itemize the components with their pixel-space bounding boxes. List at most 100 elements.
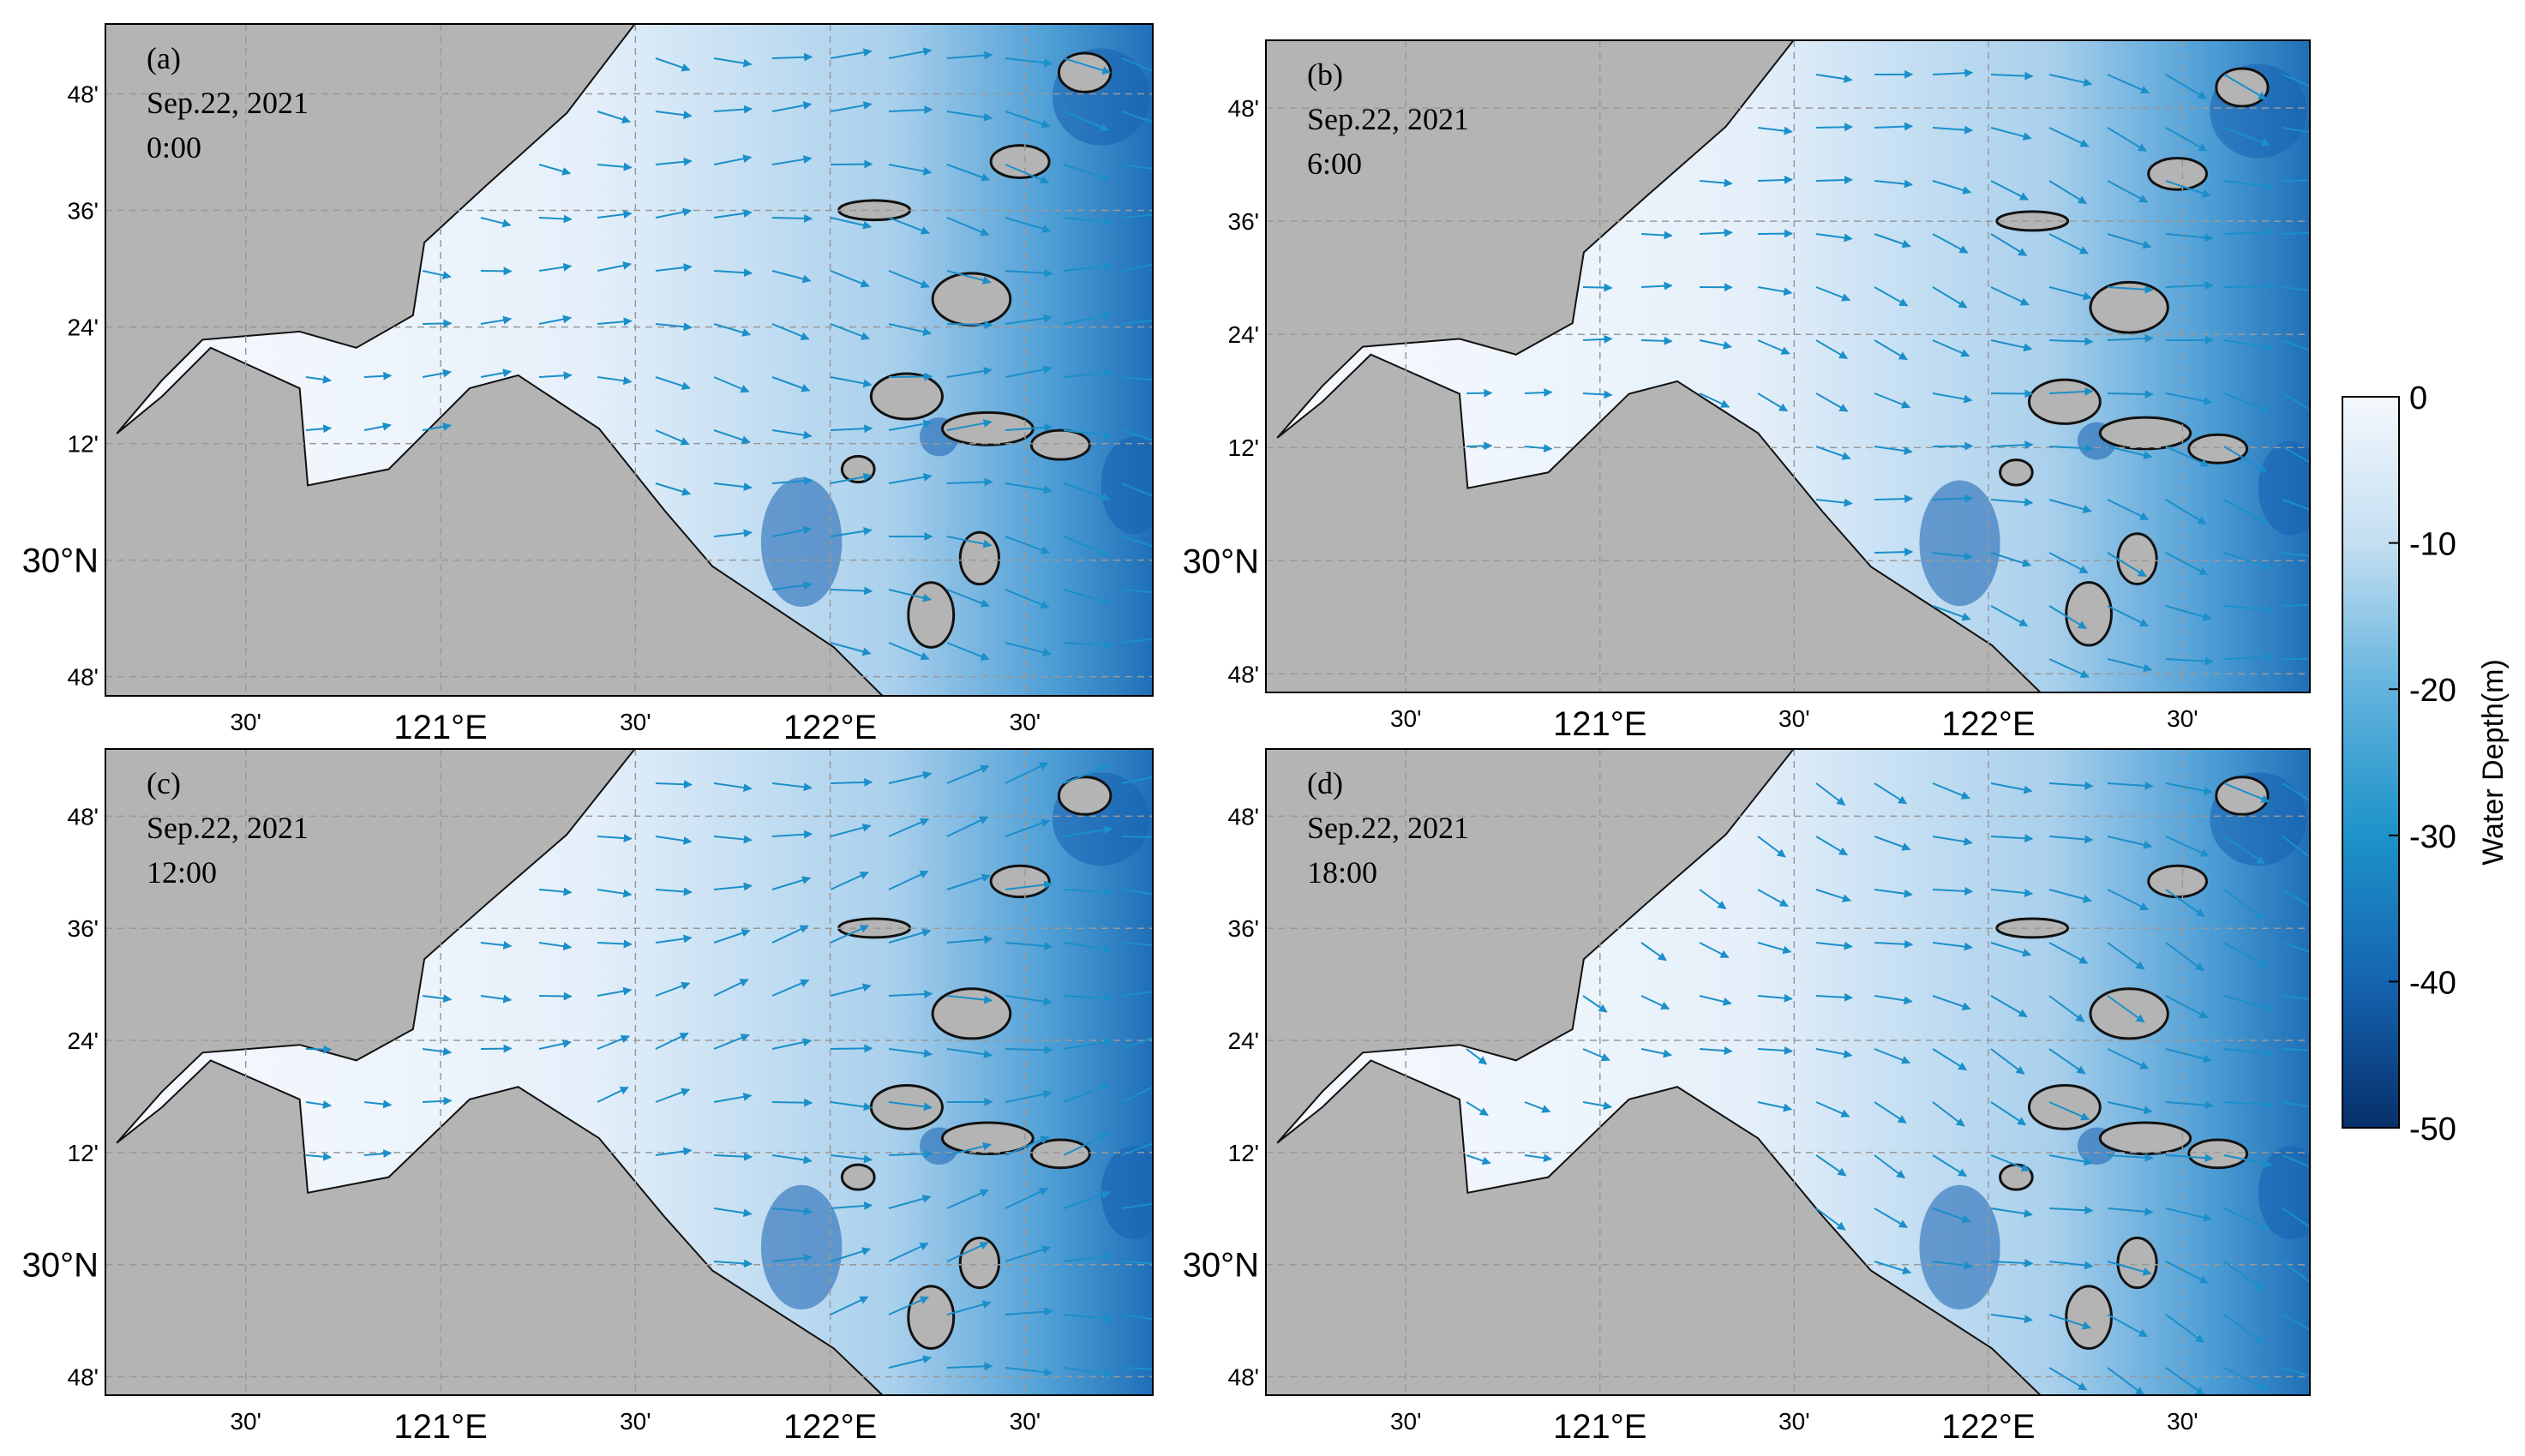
current-arrow: [2282, 1154, 2310, 1168]
current-arrow: [888, 1048, 933, 1058]
current-arrow: [713, 268, 753, 278]
current-arrow: [1121, 1367, 1153, 1370]
current-arrow: [1121, 429, 1153, 441]
y-axis-label: 24': [68, 315, 99, 341]
panel-border: [1265, 748, 2311, 1396]
current-arrow: [713, 105, 753, 114]
current-arrow: [422, 319, 453, 328]
current-arrow: [830, 526, 873, 537]
x-axis-label: 30': [1390, 705, 1422, 732]
current-arrow: [1005, 482, 1053, 494]
current-arrow: [1990, 942, 2032, 957]
water: [116, 749, 1153, 1395]
current-arrow: [2282, 179, 2310, 182]
panel-label: (d): [1307, 766, 1343, 800]
current-arrow: [1874, 1101, 1907, 1124]
current-arrow: [1121, 942, 1153, 946]
island: [2098, 416, 2192, 451]
current-arrow: [2107, 1048, 2150, 1070]
current-arrow: [1582, 1101, 1613, 1111]
current-arrow: [2048, 658, 2090, 679]
island: [2187, 1138, 2249, 1170]
current-arrow: [1990, 339, 2033, 352]
current-arrow: [538, 164, 572, 176]
current-arrow: [1063, 764, 1110, 784]
current-arrow: [2282, 836, 2310, 859]
current-arrow: [830, 1101, 873, 1111]
current-arrow: [480, 1044, 513, 1053]
island: [869, 372, 944, 421]
y-axis-label: 48': [68, 803, 99, 830]
current-arrow: [2165, 889, 2205, 918]
current-arrow: [2165, 1048, 2213, 1064]
current-arrow: [1990, 1154, 2030, 1172]
current-arrow: [1640, 281, 1673, 291]
current-arrow: [305, 1152, 333, 1161]
island: [2098, 1121, 2192, 1155]
island: [1029, 428, 1091, 461]
current-arrow: [946, 1300, 992, 1315]
current-arrow: [2107, 995, 2145, 1023]
current-arrow: [1815, 1207, 1846, 1231]
current-arrow: [946, 1189, 989, 1209]
current-arrow: [771, 155, 813, 165]
current-arrow: [1990, 71, 2034, 81]
current-arrow: [2107, 552, 2147, 578]
current-arrow: [1757, 993, 1793, 1003]
current-arrow: [1005, 57, 1053, 68]
current-arrow: [1005, 1187, 1049, 1209]
current-arrow: [2282, 1101, 2310, 1108]
current-arrow: [1005, 268, 1053, 278]
current-arrow: [305, 374, 332, 384]
current-arrow: [1874, 548, 1914, 557]
current-arrow: [830, 1201, 873, 1211]
current-arrow: [2048, 233, 2089, 255]
current-arrow: [1063, 1190, 1111, 1209]
current-arrow: [422, 1096, 453, 1105]
current-arrow: [1874, 1261, 1912, 1275]
island: [1029, 1138, 1091, 1170]
current-arrow: [2165, 995, 2209, 1019]
current-arrow: [2223, 74, 2267, 100]
current-arrow: [1121, 1314, 1153, 1321]
current-arrow: [1005, 1245, 1052, 1262]
x-axis-label: 30': [620, 1408, 651, 1435]
x-axis-label: 121°E: [1553, 705, 1646, 743]
current-arrow: [655, 322, 693, 332]
current-arrow: [1005, 536, 1051, 554]
current-arrow: [1063, 311, 1113, 325]
current-arrow: [2165, 605, 2212, 621]
current-arrow: [1932, 392, 1973, 404]
current-arrow: [830, 1296, 869, 1315]
current-arrow: [713, 1259, 753, 1268]
current-arrow: [655, 887, 693, 896]
panel-time: 6:00: [1307, 147, 1362, 181]
current-arrow: [771, 52, 813, 62]
current-arrow: [655, 780, 693, 789]
deep-water: [760, 1184, 843, 1310]
current-arrow: [2282, 74, 2310, 87]
colorbar-tick-label: -20: [2409, 673, 2456, 709]
current-arrow: [2165, 1100, 2214, 1110]
current-arrow: [1932, 995, 1971, 1011]
current-arrow: [1063, 1314, 1113, 1323]
current-arrow: [946, 536, 993, 548]
current-arrow: [2048, 1154, 2093, 1166]
current-arrow: [2165, 180, 2211, 198]
current-arrow: [1121, 263, 1153, 272]
current-arrow: [888, 1101, 933, 1111]
current-arrow: [1063, 164, 1111, 182]
current-arrow: [1932, 69, 1974, 78]
water: [1276, 749, 2310, 1395]
current-arrow: [1990, 1207, 2033, 1218]
current-arrow: [655, 482, 692, 496]
current-arrow: [1582, 334, 1613, 344]
current-arrow: [1005, 314, 1053, 325]
current-arrow: [655, 111, 693, 120]
y-axis-label: 48': [1228, 95, 1260, 122]
current-arrow: [2282, 1367, 2310, 1377]
island: [1057, 776, 1113, 816]
current-arrow: [771, 101, 813, 112]
current-arrow: [1757, 286, 1793, 297]
current-arrow: [655, 429, 690, 446]
